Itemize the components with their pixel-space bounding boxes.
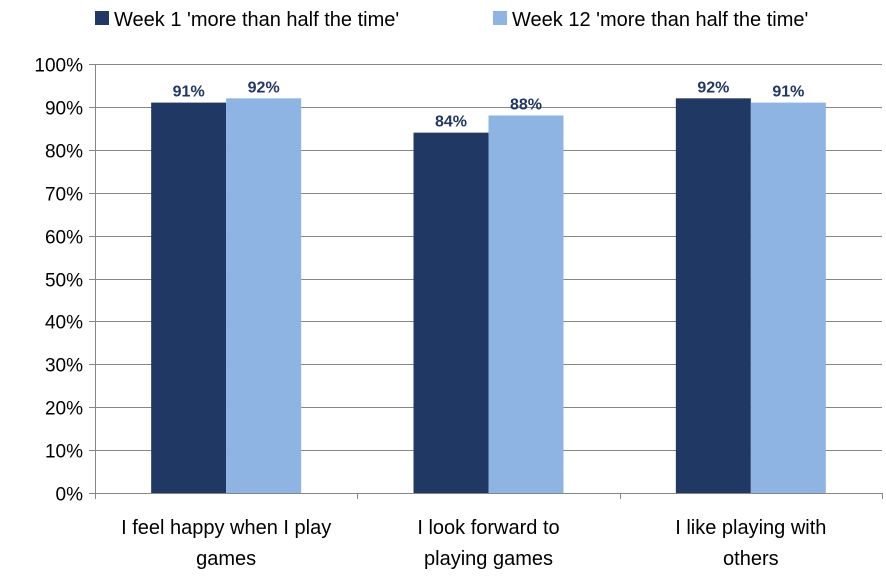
data-label: 88%	[510, 96, 542, 113]
category-label: I feel happy when I play	[121, 517, 331, 539]
bar-series-1-category-3	[675, 98, 751, 493]
y-tick-label: 30%	[45, 356, 83, 377]
data-label: 84%	[435, 114, 467, 131]
y-axis-tick-labels: 0% 10% 20% 30% 40% 50% 60% 70% 80% 90% 100%	[34, 56, 83, 506]
y-tick-label: 10%	[45, 442, 83, 463]
bar-series-1-category-2	[413, 132, 489, 493]
legend-label-week1: Week 1 'more than half the time'	[114, 9, 399, 31]
category-labels: I feel happy when I play games I look forw…	[121, 517, 826, 570]
y-tick-label: 100%	[34, 56, 83, 77]
category-label: I look forward to	[417, 517, 559, 539]
bar-series-1-category-1	[151, 102, 227, 494]
category-label: others	[723, 548, 779, 570]
y-tick-label: 20%	[45, 399, 83, 420]
data-label: 92%	[697, 79, 729, 96]
y-tick-label: 90%	[45, 99, 83, 120]
data-label: 91%	[772, 84, 804, 101]
y-tick-label: 80%	[45, 142, 83, 163]
legend-swatch-week12	[493, 11, 507, 25]
data-label: 92%	[248, 79, 280, 96]
category-label: I like playing with	[675, 517, 826, 539]
y-tick-label: 50%	[45, 271, 83, 292]
axes	[89, 64, 883, 499]
y-tick-label: 60%	[45, 228, 83, 249]
y-tick-label: 40%	[45, 313, 83, 334]
data-label: 91%	[173, 84, 205, 101]
legend: Week 1 'more than half the time' Week 12…	[95, 9, 808, 31]
bar-series-2-category-3	[750, 102, 826, 494]
bar-series-2-category-1	[226, 98, 302, 493]
legend-label-week12: Week 12 'more than half the time'	[512, 9, 808, 31]
category-label: playing games	[424, 548, 553, 570]
bar-series-2-category-2	[488, 115, 564, 493]
y-tick-label: 70%	[45, 185, 83, 206]
data-labels: 91% 84% 92% 92% 88% 91%	[173, 79, 805, 130]
category-label: games	[196, 548, 256, 570]
y-tick-label: 0%	[56, 485, 84, 506]
bars	[151, 98, 826, 494]
legend-swatch-week1	[95, 11, 109, 25]
